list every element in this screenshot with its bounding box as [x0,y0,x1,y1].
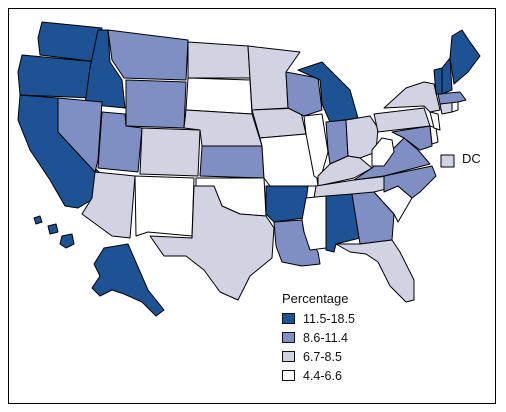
legend-item: 8.6-11.4 [282,328,392,347]
state-SD[interactable] [185,77,253,115]
legend-swatch [282,351,295,362]
legend-title: Percentage [282,291,349,306]
state-NH[interactable] [441,57,453,95]
state-MT[interactable] [107,29,189,81]
state-AR[interactable] [265,185,309,223]
legend-item: 6.7-8.5 [282,347,392,366]
state-WA[interactable] [37,21,103,63]
state-ND[interactable] [187,41,251,79]
state-NM[interactable] [134,175,195,237]
legend: Percentage 11.5-18.5 8.6-11.4 6.7-8.5 4.… [282,291,392,385]
state-NJ[interactable] [429,111,441,131]
state-NV[interactable] [57,97,103,173]
state-TX[interactable] [149,185,275,301]
legend-label: 11.5-18.5 [303,311,355,326]
state-WY[interactable] [125,79,187,129]
legend-label: 6.7-8.5 [303,349,342,364]
legend-swatch [282,370,295,381]
state-WV[interactable] [371,137,395,167]
state-ME[interactable] [449,29,481,85]
state-NC[interactable] [383,165,437,199]
state-AK[interactable] [91,243,165,317]
legend-label: 4.4-6.6 [303,368,342,383]
legend-item: 11.5-18.5 [282,309,392,328]
legend-label: 8.6-11.4 [303,330,348,345]
state-CO[interactable] [139,127,201,177]
state-GA[interactable] [351,191,395,245]
state-MD[interactable] [391,125,433,151]
state-RI[interactable] [451,101,459,113]
legend-swatch [282,332,295,343]
state-KS[interactable] [199,145,265,179]
state-MA[interactable] [437,91,467,105]
state-VT[interactable] [433,67,443,95]
state-FL[interactable] [335,239,415,303]
state-HI[interactable] [33,215,75,249]
dc-swatch [440,154,455,168]
state-NY[interactable] [383,81,441,113]
dc-label: DC [462,151,481,166]
state-OR[interactable] [17,54,99,99]
legend-swatch [282,313,295,324]
legend-item: 4.4-6.6 [282,366,392,385]
